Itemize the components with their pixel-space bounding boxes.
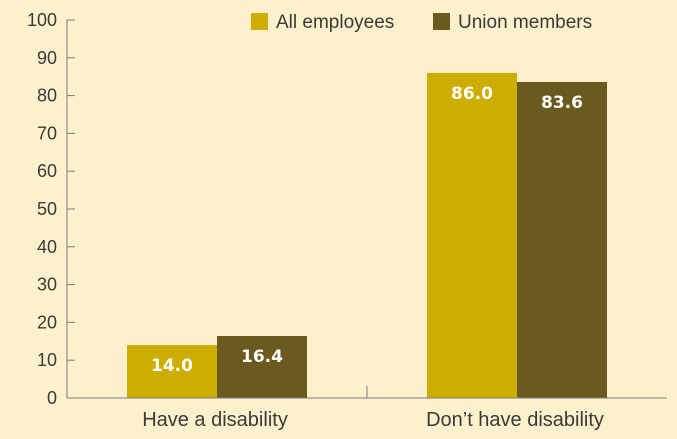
legend-swatch — [433, 13, 450, 30]
y-tick-label: 70 — [37, 123, 57, 143]
bar — [517, 81, 607, 398]
bar — [217, 336, 307, 398]
y-tick-label: 100 — [27, 10, 57, 30]
y-tick-label: 50 — [37, 199, 57, 219]
legend-swatch — [251, 13, 268, 30]
y-tick-label: 90 — [37, 48, 57, 68]
data-label: 86.0 — [451, 84, 493, 104]
bars: 14.0 16.4 86.0 83.6 — [127, 72, 607, 399]
data-label: 83.6 — [541, 93, 583, 113]
x-category-label: Don’t have disability — [426, 409, 604, 431]
x-category-label: Have a disability — [142, 409, 288, 431]
y-tick-label: 30 — [37, 275, 57, 295]
bar — [127, 345, 217, 398]
y-tick-label: 60 — [37, 161, 57, 181]
x-axis: Have a disability Don’t have disability — [67, 386, 667, 431]
data-label: 14.0 — [151, 356, 193, 376]
y-tick-label: 40 — [37, 237, 57, 257]
legend-label: All employees — [276, 12, 394, 33]
y-tick-label: 0 — [47, 388, 57, 408]
legend-label: Union members — [458, 12, 592, 33]
y-axis: 0 10 20 30 40 50 60 70 80 90 100 — [27, 10, 75, 408]
y-tick-label: 20 — [37, 312, 57, 332]
bar — [427, 72, 517, 399]
y-tick-label: 80 — [37, 86, 57, 106]
y-tick-label: 10 — [37, 350, 57, 370]
legend: All employees Union members — [251, 12, 592, 33]
data-label: 16.4 — [241, 347, 283, 367]
